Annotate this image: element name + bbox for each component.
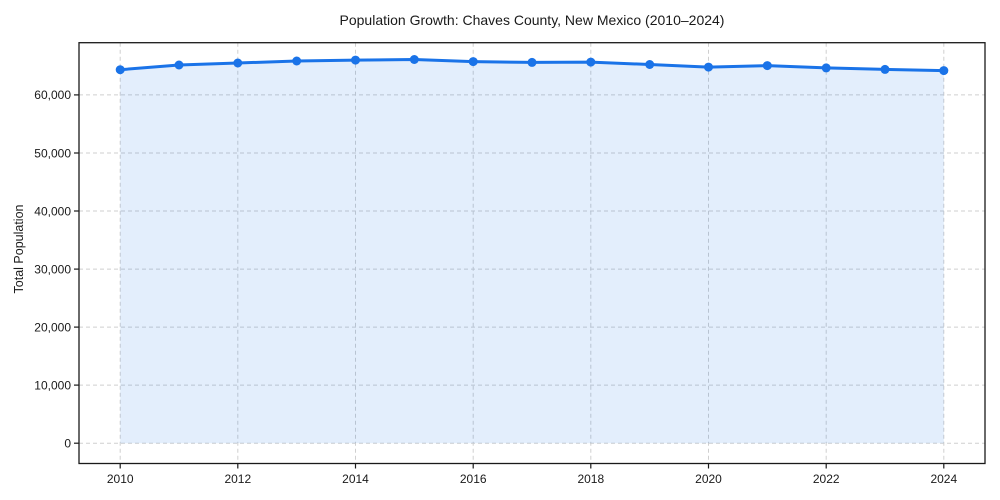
data-point-2019: [645, 60, 655, 69]
y-tick-label: 10,000: [34, 378, 71, 392]
data-point-2016: [468, 57, 478, 67]
data-point-2021: [762, 61, 772, 71]
y-tick-label: 60,000: [34, 88, 71, 102]
data-point-2018: [586, 57, 596, 67]
x-tick-label: 2014: [342, 472, 369, 486]
x-tick-label: 2010: [107, 472, 134, 486]
data-point-2011: [174, 60, 184, 70]
data-point-2012: [233, 58, 243, 68]
y-tick-label: 20,000: [34, 320, 71, 334]
y-tick-label: 40,000: [34, 204, 71, 218]
data-point-2020: [704, 62, 713, 72]
data-point-2015: [409, 55, 419, 64]
data-point-2014: [351, 55, 360, 65]
data-point-2023: [880, 64, 890, 74]
x-tick-label: 2016: [460, 472, 487, 486]
x-tick-label: 2018: [577, 472, 604, 486]
area-fill: [120, 59, 944, 444]
y-tick-label: 50,000: [34, 146, 71, 160]
plot-border: [78, 42, 986, 465]
x-tick-label: 2012: [224, 472, 251, 486]
data-point-2022: [821, 63, 831, 73]
y-tick-label: 30,000: [34, 262, 71, 276]
data-point-2017: [527, 57, 537, 67]
chart-title: Population Growth: Chaves County, New Me…: [339, 12, 725, 28]
y-tick-label: 0: [64, 437, 71, 451]
x-tick-label: 2020: [695, 472, 722, 486]
x-tick-label: 2024: [930, 472, 957, 486]
x-tick-label: 2022: [813, 472, 840, 486]
data-point-2010: [115, 65, 125, 75]
data-point-2024: [939, 66, 949, 76]
data-point-2013: [292, 56, 302, 66]
